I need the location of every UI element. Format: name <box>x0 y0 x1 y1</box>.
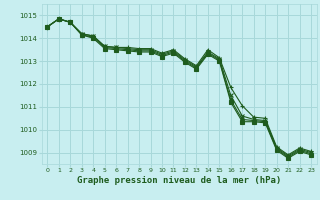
X-axis label: Graphe pression niveau de la mer (hPa): Graphe pression niveau de la mer (hPa) <box>77 176 281 185</box>
